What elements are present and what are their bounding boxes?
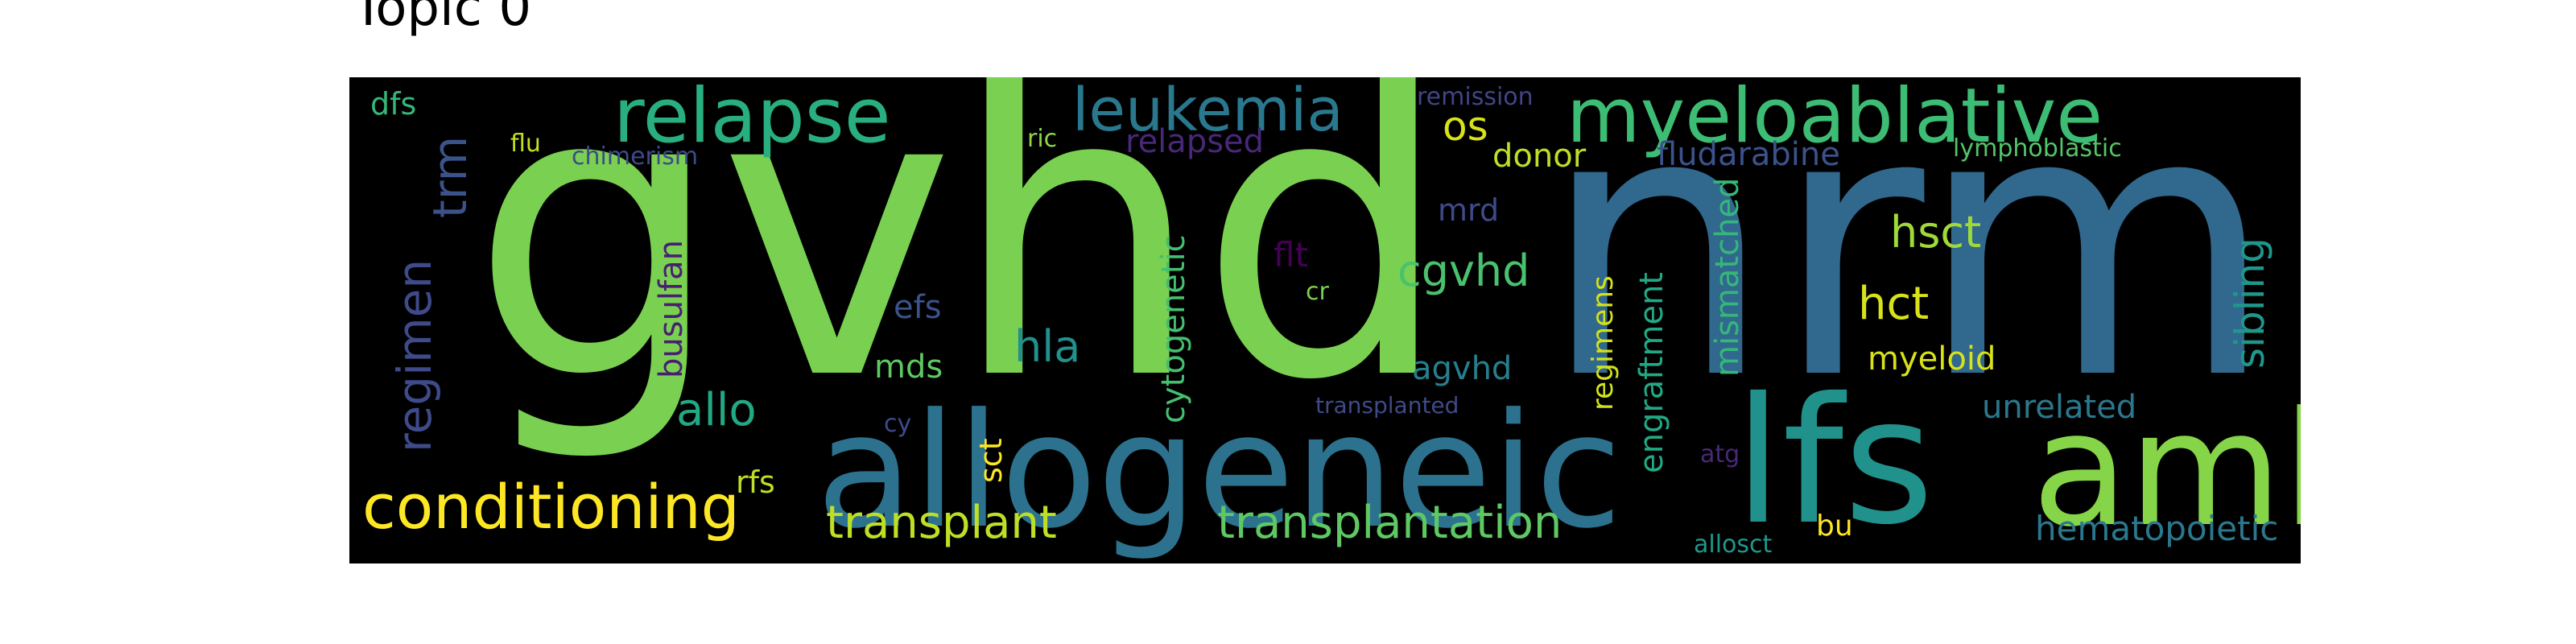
word-trm: trm xyxy=(423,135,477,218)
word-unrelated: unrelated xyxy=(1982,389,2137,426)
word-hct: hct xyxy=(1858,278,1930,330)
word-engraftment: engraftment xyxy=(1633,272,1670,473)
word-myeloablative: myeloablative xyxy=(1567,77,2103,160)
word-regimen: regimen xyxy=(387,258,442,452)
word-cy: cy xyxy=(884,410,912,438)
word-nrm: nrm xyxy=(1541,77,2276,460)
word-allo: allo xyxy=(676,384,757,436)
word-aml: aml xyxy=(2032,378,2301,562)
word-ric: ric xyxy=(1027,125,1058,153)
word-hla: hla xyxy=(1014,321,1081,372)
word-rfs: rfs xyxy=(736,464,775,500)
word-sibling: sibling xyxy=(2227,237,2273,369)
word-transplantation: transplantation xyxy=(1217,497,1563,549)
word-transplant: transplant xyxy=(826,497,1057,549)
word-hsct: hsct xyxy=(1890,207,1982,258)
word-donor: donor xyxy=(1492,138,1587,175)
word-lfs: lfs xyxy=(1734,361,1934,563)
word-fludarabine: fludarabine xyxy=(1657,136,1840,173)
word-flt: flt xyxy=(1274,235,1308,275)
word-myeloid: myeloid xyxy=(1868,341,1996,378)
word-bu: bu xyxy=(1816,510,1853,543)
word-sct: sct xyxy=(973,438,1009,483)
word-dfs: dfs xyxy=(370,86,417,122)
word-cytogenetic: cytogenetic xyxy=(1155,234,1192,423)
word-allosct: allosct xyxy=(1694,530,1773,559)
word-gvhd: gvhd xyxy=(470,77,1452,467)
word-flu: flu xyxy=(510,130,541,158)
word-allogeneic: allogeneic xyxy=(816,380,1622,564)
word-mds: mds xyxy=(874,349,943,386)
word-os: os xyxy=(1443,103,1488,150)
word-leukemia: leukemia xyxy=(1072,77,1344,145)
word-transplanted: transplanted xyxy=(1315,392,1459,419)
word-relapse: relapse xyxy=(613,77,891,160)
word-lymphoblastic: lymphoblastic xyxy=(1953,134,2122,163)
word-atg: atg xyxy=(1700,440,1740,469)
word-cgvhd: cgvhd xyxy=(1397,246,1530,296)
word-remission: remission xyxy=(1417,83,1534,111)
word-relapsed: relapsed xyxy=(1125,123,1265,160)
word-cloud: gvhd nrm allogeneic aml lfs relapse myel… xyxy=(349,77,2301,564)
word-mismatched: mismatched xyxy=(1709,177,1746,377)
word-hematopoietic: hematopoietic xyxy=(2035,509,2279,548)
word-agvhd: agvhd xyxy=(1412,350,1513,387)
word-chimerism: chimerism xyxy=(572,142,699,171)
word-busulfan: busulfan xyxy=(653,240,690,378)
word-efs: efs xyxy=(894,289,942,326)
word-cr: cr xyxy=(1306,278,1329,306)
page-title: Topic 0 xyxy=(353,0,532,38)
word-mrd: mrd xyxy=(1438,192,1500,228)
word-regimens: regimens xyxy=(1587,275,1620,411)
word-conditioning: conditioning xyxy=(362,471,740,543)
